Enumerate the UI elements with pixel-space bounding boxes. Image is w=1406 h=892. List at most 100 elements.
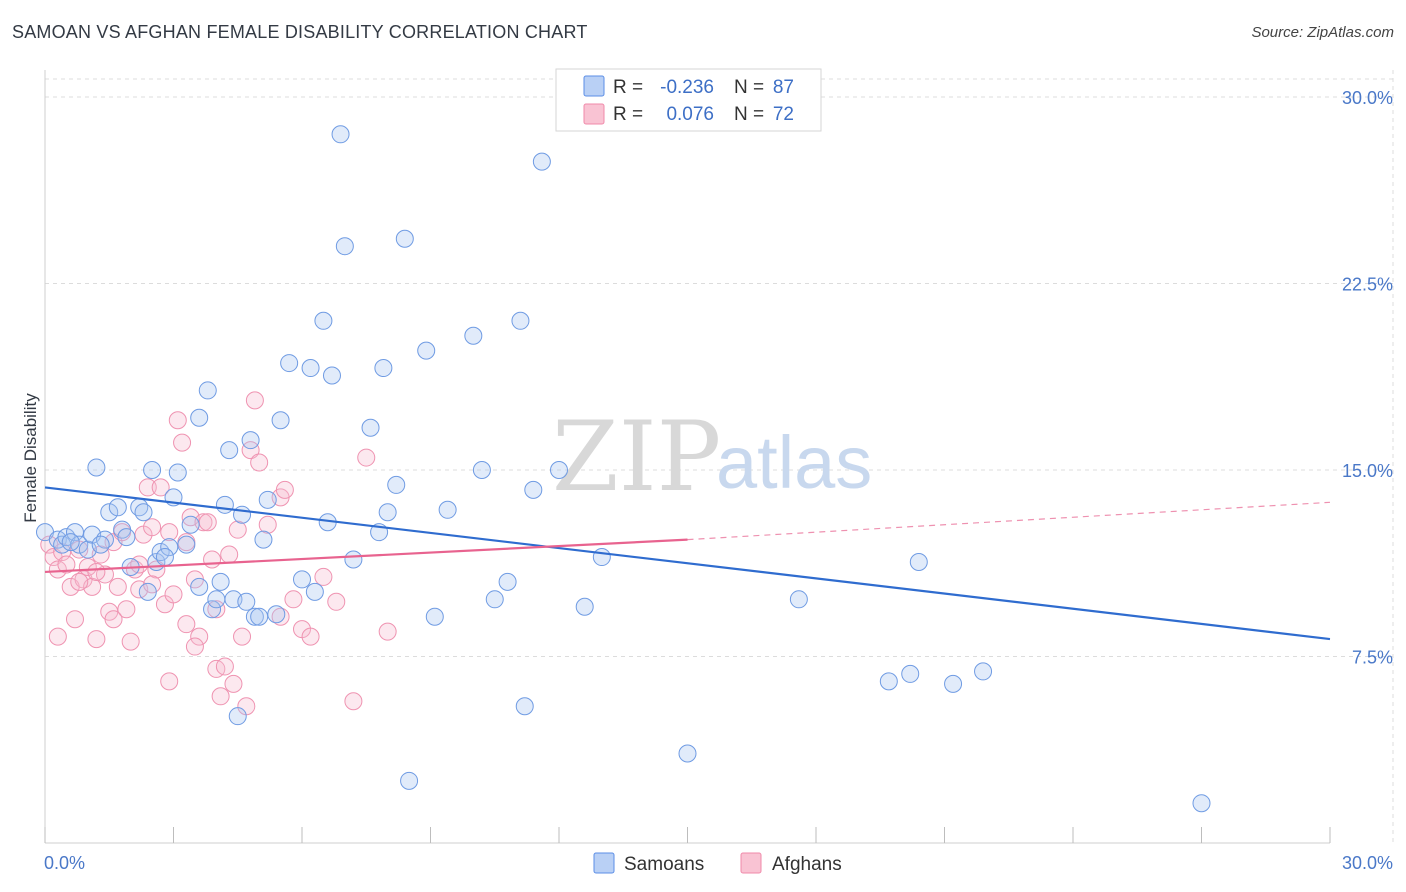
afghans-point-4 xyxy=(57,555,76,574)
samoans-point-37 xyxy=(245,607,264,626)
samoans-point-61 xyxy=(438,500,457,519)
legend-swatch-samoans xyxy=(583,75,605,97)
afghans-point-23 xyxy=(138,478,157,497)
samoans-point-52 xyxy=(361,418,380,437)
samoans-point-58 xyxy=(400,771,419,790)
samoans-point-41 xyxy=(271,411,290,430)
samoans-point-11 xyxy=(108,498,127,517)
y-tick-label-0: 7.5% xyxy=(1352,648,1393,668)
legend-r-samoans: -0.236 xyxy=(660,77,714,98)
afghans-point-40 xyxy=(211,687,230,706)
afghans-point-71 xyxy=(177,615,196,634)
series-legend: Samoans Afghans xyxy=(593,852,842,875)
samoans-point-36 xyxy=(241,431,260,450)
samoans-point-44 xyxy=(301,359,320,378)
scatter-points xyxy=(36,125,1211,813)
afghans-point-52 xyxy=(275,480,294,499)
afghans-point-62 xyxy=(70,572,89,591)
samoans-point-43 xyxy=(293,570,311,589)
afghans-point-66 xyxy=(185,637,204,656)
samoans-point-51 xyxy=(344,550,363,569)
watermark-atlas: atlas xyxy=(716,421,872,504)
samoans-point-63 xyxy=(472,461,491,479)
afghans-point-18 xyxy=(117,600,136,619)
samoans-point-76 xyxy=(901,664,920,683)
samoans-point-10 xyxy=(100,503,119,522)
legend-n-label-afghans: N = xyxy=(734,104,764,125)
samoans-point-13 xyxy=(117,528,136,547)
afghans-point-41 xyxy=(215,657,234,676)
afghans-point-30 xyxy=(168,411,187,430)
samoans-point-81 xyxy=(61,533,80,552)
series-samoans xyxy=(36,125,1211,813)
y-tick-label-3: 30.0% xyxy=(1342,88,1393,108)
samoans-point-67 xyxy=(515,697,534,716)
samoans-point-78 xyxy=(944,674,963,693)
afghans-point-19 xyxy=(121,632,140,651)
samoans-point-26 xyxy=(190,577,209,596)
afghans-point-53 xyxy=(284,590,303,609)
samoans-point-40 xyxy=(258,490,277,509)
samoans-point-70 xyxy=(550,461,568,479)
samoans-point-27 xyxy=(198,381,217,400)
legend-n-label-samoans: N = xyxy=(734,77,764,98)
series-swatch-afghans xyxy=(740,852,762,874)
afghans-point-59 xyxy=(357,448,376,467)
afghans-point-24 xyxy=(143,518,162,537)
afghans-point-2 xyxy=(48,560,67,579)
watermark-zip: ZIP xyxy=(552,401,721,513)
afghans-point-47 xyxy=(241,441,260,460)
afghans-point-63 xyxy=(104,610,123,629)
afghans-point-69 xyxy=(87,562,106,581)
afghans-point-60 xyxy=(378,622,397,641)
samoans-point-57 xyxy=(395,229,414,248)
afghans-point-56 xyxy=(314,567,333,586)
afghans-point-45 xyxy=(233,627,252,646)
samoans-point-42 xyxy=(280,354,299,373)
afghans-point-50 xyxy=(258,515,277,534)
samoans-point-48 xyxy=(322,366,341,385)
samoans-point-84 xyxy=(177,535,196,554)
afghans-point-38 xyxy=(203,550,222,569)
samoans-point-62 xyxy=(464,326,483,345)
samoans-point-79 xyxy=(974,662,993,681)
samoans-point-75 xyxy=(879,672,898,691)
series-label-samoans: Samoans xyxy=(624,854,704,875)
samoans-point-86 xyxy=(267,605,286,624)
afghans-point-55 xyxy=(301,627,320,646)
legend-r-label-samoans: R = xyxy=(613,77,643,98)
legend-swatch-afghans xyxy=(583,103,605,125)
samoans-point-59 xyxy=(417,341,436,360)
samoans-point-31 xyxy=(215,495,234,514)
chart-title: SAMOAN VS AFGHAN FEMALE DISABILITY CORRE… xyxy=(12,22,588,42)
trend-lines xyxy=(44,486,1331,641)
afghans-point-35 xyxy=(190,627,209,646)
y-axis-label: Female Disability xyxy=(21,393,40,523)
y-tick-label-2: 22.5% xyxy=(1342,275,1393,295)
samoans-point-65 xyxy=(498,572,517,591)
series-swatch-samoans xyxy=(593,852,615,874)
samoans-point-28 xyxy=(203,600,222,619)
afghans-point-31 xyxy=(173,433,192,452)
samoans-point-73 xyxy=(678,744,697,763)
samoans-point-54 xyxy=(374,359,393,378)
trend-line-samoans xyxy=(44,486,1331,641)
correlation-legend: R = -0.236 N = 87 R = 0.076 N = 72 xyxy=(555,68,822,132)
samoans-point-25 xyxy=(190,408,209,427)
samoans-point-32 xyxy=(220,441,239,460)
afghans-point-65 xyxy=(160,672,179,691)
samoans-point-77 xyxy=(909,553,928,572)
samoans-point-69 xyxy=(532,152,551,171)
afghans-point-37 xyxy=(198,513,217,532)
afghans-point-49 xyxy=(250,453,269,472)
samoans-point-29 xyxy=(207,590,226,609)
afghans-point-28 xyxy=(160,523,179,542)
afghans-point-48 xyxy=(245,391,264,410)
afghans-point-16 xyxy=(108,577,127,596)
samoans-point-72 xyxy=(592,548,611,567)
samoans-point-83 xyxy=(155,548,174,567)
samoans-point-23 xyxy=(168,463,187,482)
afghans-point-26 xyxy=(151,478,170,497)
source-label: Source: ZipAtlas.com xyxy=(1251,24,1394,41)
